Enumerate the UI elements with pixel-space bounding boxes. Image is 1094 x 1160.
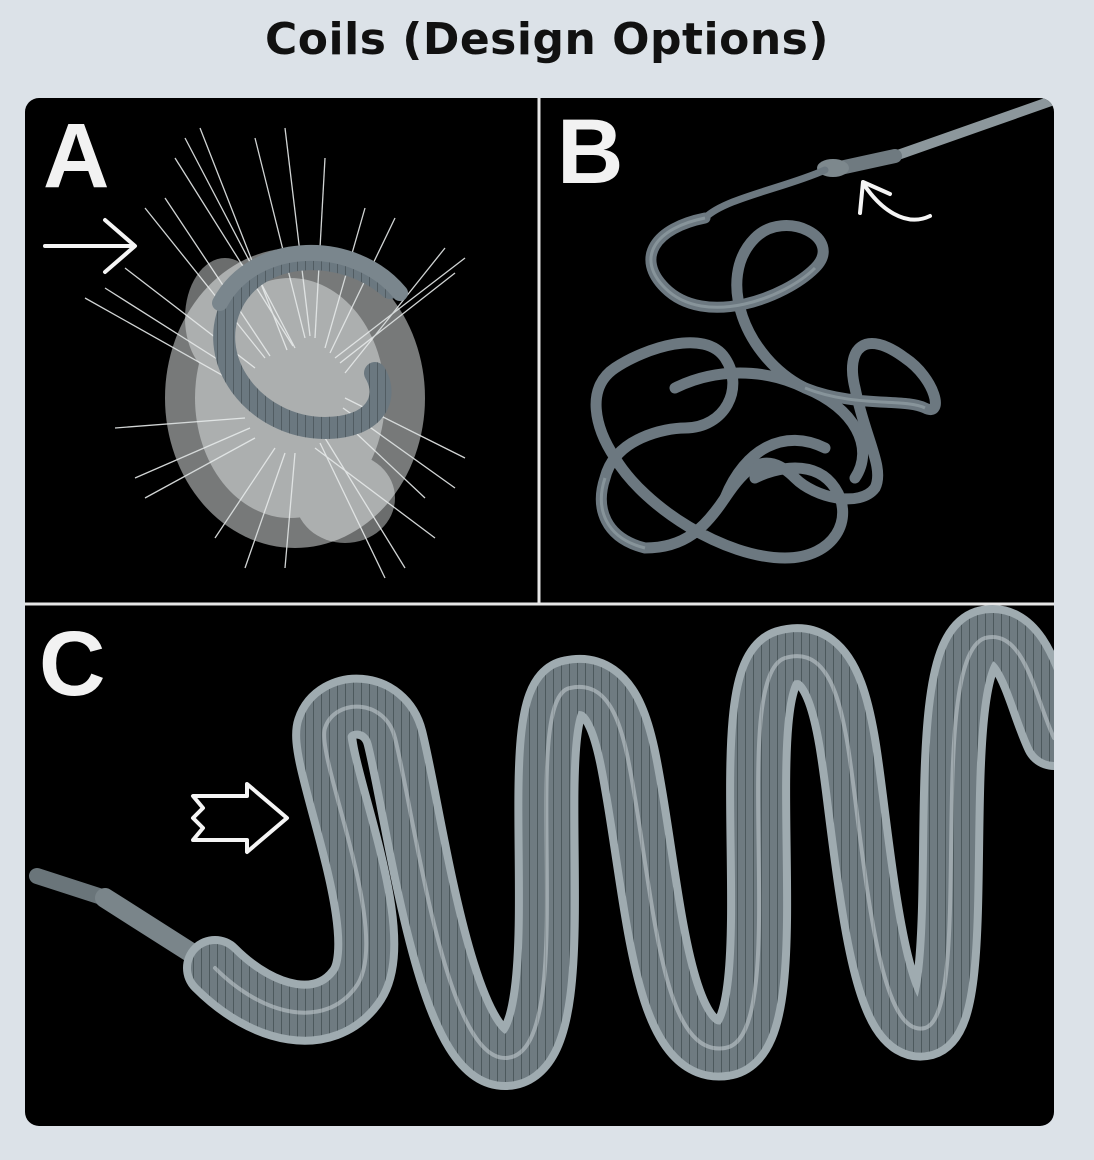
coil-figure: A B C xyxy=(25,98,1054,1126)
panel-b-illustration xyxy=(590,98,1054,564)
arrow-c xyxy=(191,782,289,854)
panel-a-illustration xyxy=(43,127,466,579)
arrow-b xyxy=(858,180,932,222)
panel-label-b: B xyxy=(557,101,624,203)
delivery-wire-b xyxy=(701,98,1054,222)
panel-label-a: A xyxy=(43,105,110,207)
coil-c xyxy=(183,605,1054,1090)
panel-c-illustration xyxy=(29,605,1054,1090)
panel-label-c: C xyxy=(39,613,106,715)
coil-b-highlight xyxy=(599,216,926,550)
coil-a xyxy=(212,245,408,440)
figure-illustration xyxy=(25,98,1054,1090)
coil-b xyxy=(590,212,941,564)
panel-dividers xyxy=(25,98,1054,606)
arrow-a xyxy=(43,218,137,274)
page-title: Coils (Design Options) xyxy=(265,14,829,65)
